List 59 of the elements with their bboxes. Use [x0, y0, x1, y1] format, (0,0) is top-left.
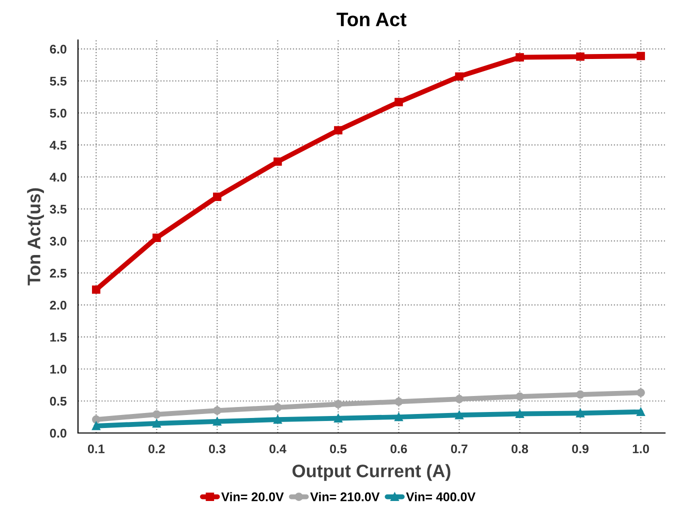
point — [394, 98, 403, 106]
point — [516, 410, 524, 418]
point — [455, 72, 464, 81]
y-tick-label: 2.5 — [50, 268, 67, 278]
point — [516, 53, 524, 62]
point — [455, 394, 464, 404]
x-tick-label: 0.6 — [390, 444, 407, 454]
point — [636, 52, 645, 60]
point — [636, 388, 645, 397]
y-tick-label: 6.0 — [50, 44, 66, 54]
point — [334, 414, 342, 422]
point — [152, 234, 161, 242]
y-tick-label: 0.0 — [50, 428, 66, 438]
point — [576, 390, 584, 399]
point — [576, 408, 584, 418]
point — [394, 412, 403, 422]
y-tick-label: 5.5 — [50, 76, 67, 86]
y-tick-label: 2.0 — [50, 300, 66, 310]
x-tick-label: 0.4 — [270, 444, 286, 454]
point — [334, 400, 342, 408]
x-tick-label: 0.8 — [512, 444, 528, 454]
point — [274, 403, 282, 412]
point — [516, 392, 524, 401]
chart-title: Ton Act — [336, 12, 406, 26]
point — [92, 422, 100, 430]
point — [213, 192, 222, 201]
x-axis-title: Output Current (A) — [292, 464, 450, 481]
y-tick-label: 4.0 — [50, 172, 66, 182]
point — [152, 419, 161, 428]
point — [213, 417, 222, 426]
y-axis-title: Ton Act(us) — [27, 188, 44, 286]
point — [576, 52, 584, 61]
point — [455, 410, 464, 420]
point — [274, 415, 282, 424]
point — [92, 415, 100, 424]
x-tick-label: 0.5 — [330, 444, 347, 454]
y-tick-label: 1.0 — [50, 364, 66, 374]
point — [213, 406, 222, 415]
y-tick-label: 3.5 — [50, 204, 67, 214]
legend-label: Vin= 210.0V — [310, 492, 380, 502]
point — [394, 397, 403, 406]
y-tick-label: 0.5 — [50, 396, 67, 406]
point — [92, 285, 100, 294]
x-tick-label: 0.2 — [148, 444, 165, 454]
legend-label: Vin= 400.0V — [406, 492, 476, 502]
x-tick-label: 0.7 — [451, 444, 468, 454]
y-tick-label: 5.0 — [50, 108, 66, 118]
legend-label: Vin= 20.0V — [221, 492, 284, 502]
y-tick-label: 3.0 — [50, 236, 66, 246]
x-tick-label: 0.1 — [88, 444, 104, 454]
y-tick-label: 4.5 — [50, 140, 67, 150]
point — [274, 157, 282, 166]
x-tick-label: 1.0 — [632, 444, 649, 454]
x-tick-label: 0.9 — [572, 444, 589, 454]
x-tick-label: 0.3 — [208, 444, 226, 454]
point — [152, 410, 161, 419]
y-tick-label: 1.5 — [50, 332, 67, 342]
point — [636, 408, 645, 416]
point — [334, 126, 342, 134]
